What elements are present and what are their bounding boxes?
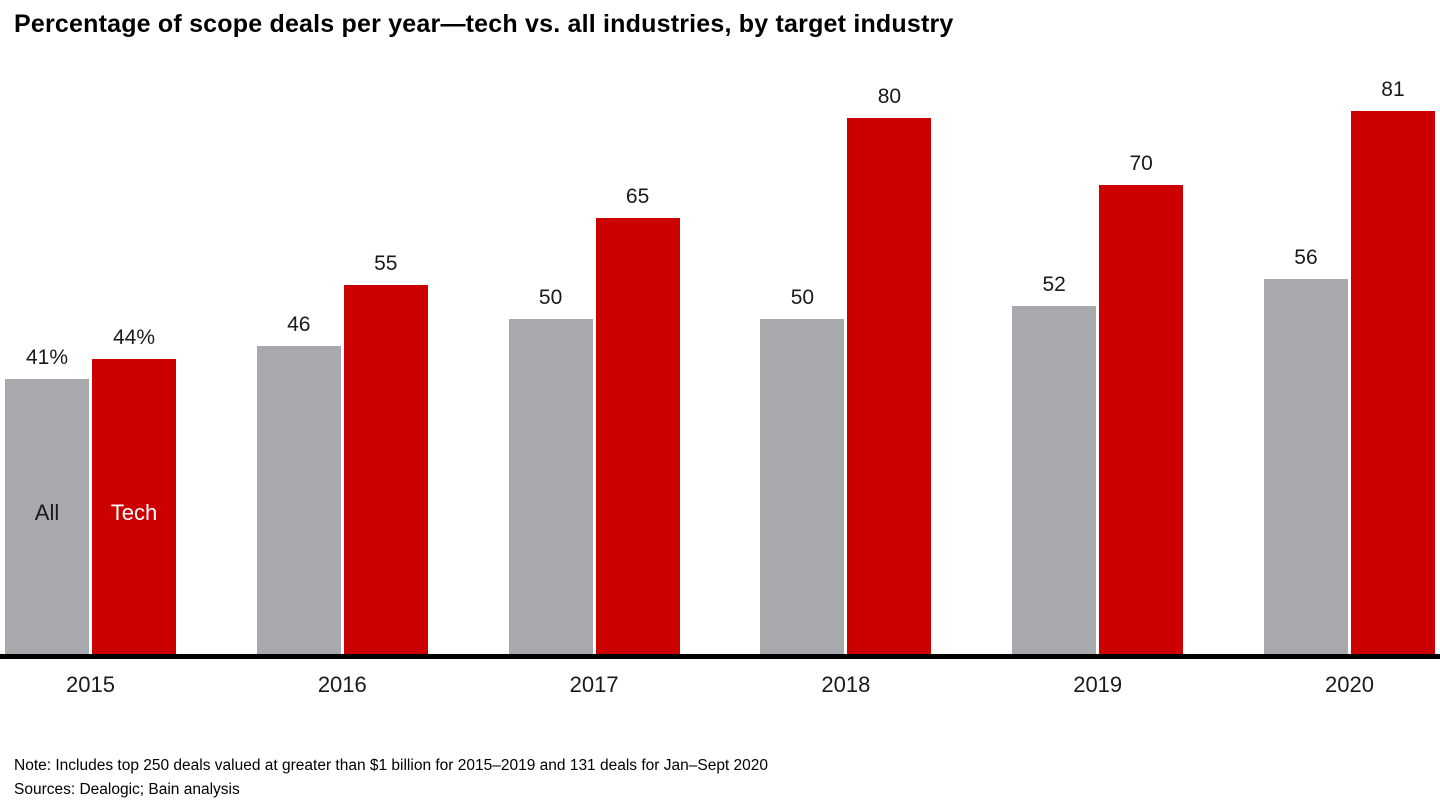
bar-all-2018 (760, 319, 845, 654)
year-label-2019: 2019 (1073, 672, 1123, 697)
value-label-all-2016: 46 (287, 313, 311, 336)
value-label-tech-2016: 55 (374, 252, 398, 275)
bar-column: 50 (508, 286, 593, 654)
bar-column: 52 (1012, 273, 1097, 654)
bar-group-2015: 41% All 44% Tech (5, 326, 176, 654)
bar-tech-2018 (847, 118, 932, 654)
bar-all-2019 (1012, 306, 1097, 654)
bar-column: 44% Tech (92, 326, 176, 654)
x-axis-line (0, 654, 1440, 659)
bar-tech-2020 (1350, 111, 1435, 654)
year-label-2017: 2017 (569, 672, 619, 697)
bar-tech-2019 (1099, 185, 1184, 654)
value-label-all-2017: 50 (538, 286, 563, 309)
series-label-tech: Tech (110, 500, 158, 525)
bar-tech-2016 (343, 285, 428, 654)
bar-column: 55 (343, 252, 428, 654)
plot-area: 41% All 44% Tech 46 55 50 65 50 80 52 70 56 81 (0, 54, 1440, 654)
value-label-tech-2020: 81 (1381, 78, 1405, 101)
bar-column: 70 (1099, 152, 1184, 654)
value-label-tech-2015: 44% (112, 326, 156, 349)
bar-column: 50 (760, 286, 845, 654)
bar-column: 56 (1263, 246, 1348, 654)
year-label-2015: 2015 (66, 672, 115, 697)
year-label-2016: 2016 (317, 672, 367, 697)
bar-all-2017 (508, 319, 593, 654)
year-label-2020: 2020 (1325, 672, 1374, 697)
value-label-tech-2017: 65 (625, 185, 650, 208)
bar-column: 46 (256, 313, 341, 654)
bar-column: 65 (595, 185, 680, 654)
bar-group-2018: 50 80 (760, 85, 932, 654)
sources-text: Sources: Dealogic; Bain analysis (14, 780, 240, 798)
bar-column: 41% All (5, 346, 89, 654)
bar-group-2020: 56 81 (1263, 78, 1435, 654)
x-axis-labels: 2015 2016 2017 2018 2019 2020 (0, 659, 1440, 698)
bar-column: 81 (1350, 78, 1435, 654)
chart-title: Percentage of scope deals per year—tech … (14, 10, 954, 38)
bar-tech-2017 (595, 218, 680, 654)
value-label-all-2020: 56 (1294, 246, 1318, 269)
bar-group-2016: 46 55 (256, 252, 428, 654)
bar-column: 80 (847, 85, 932, 654)
bar-all-2015: All (5, 379, 89, 654)
value-label-all-2018: 50 (790, 286, 815, 309)
bar-tech-2015: Tech (92, 359, 176, 654)
footer: Note: Includes top 250 deals valued at g… (14, 754, 768, 802)
year-label-2018: 2018 (821, 672, 871, 697)
value-label-tech-2019: 70 (1129, 152, 1153, 175)
value-label-tech-2018: 80 (877, 85, 902, 108)
value-label-all-2015: 41% (25, 346, 69, 369)
value-label-all-2019: 52 (1042, 273, 1066, 296)
bar-group-2019: 52 70 (1012, 152, 1184, 654)
bar-group-2017: 50 65 (508, 185, 680, 654)
bar-all-2020 (1263, 279, 1348, 654)
note-text: Note: Includes top 250 deals valued at g… (14, 756, 769, 774)
series-label-all: All (34, 500, 60, 525)
bar-all-2016 (256, 346, 341, 654)
